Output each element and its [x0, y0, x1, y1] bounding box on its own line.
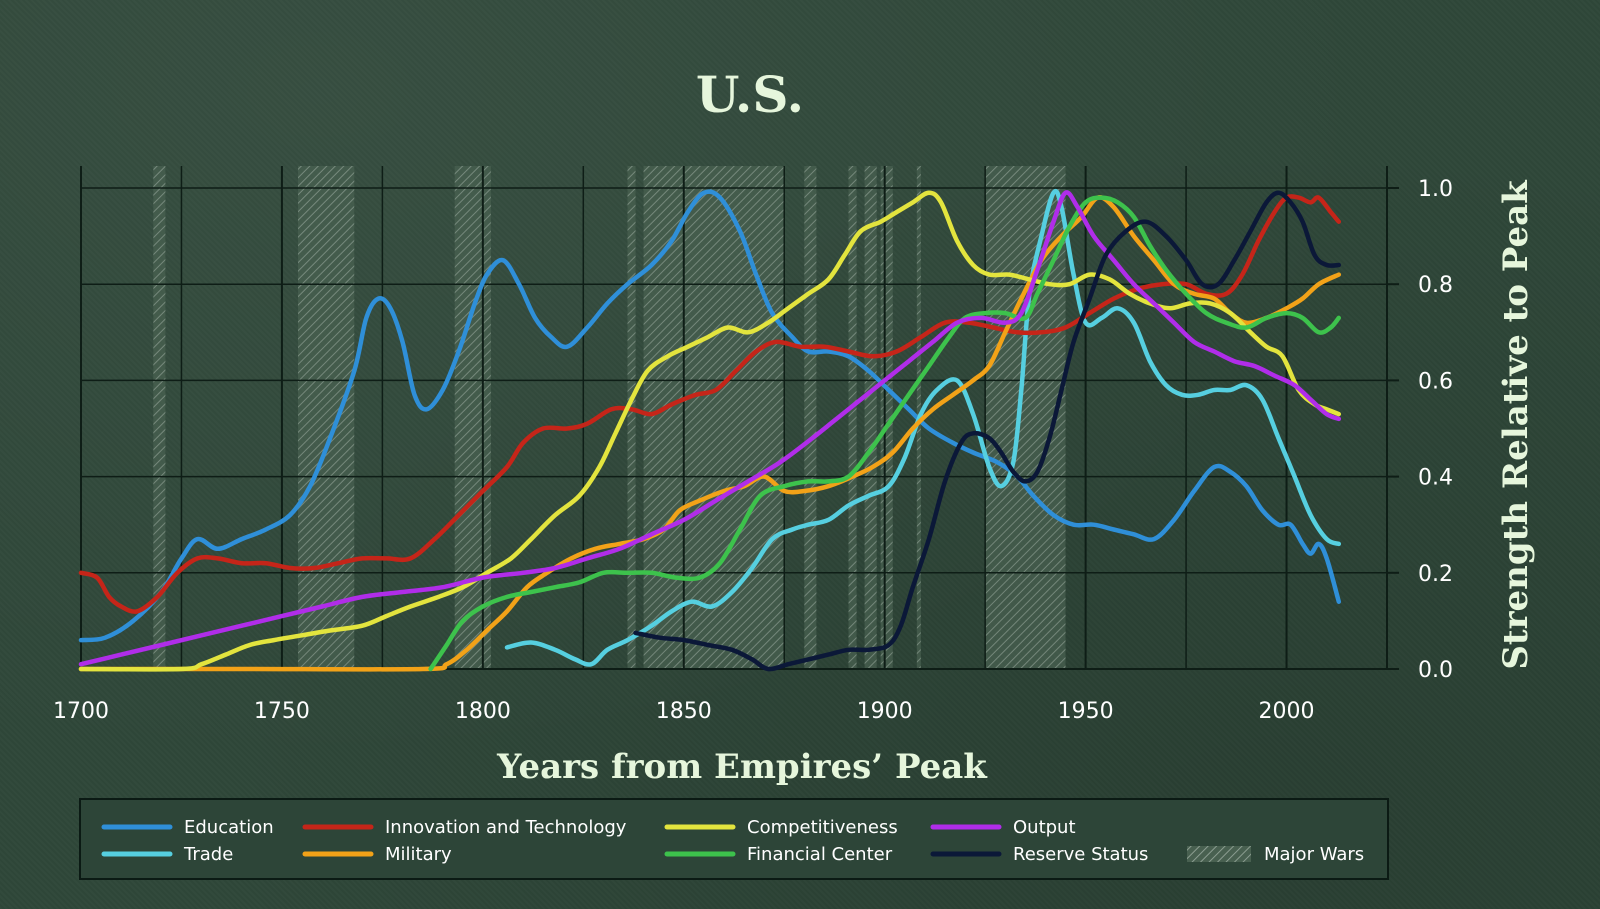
major-wars-layer: [153, 166, 1066, 669]
y-tick-label-1.0: 1.0: [1418, 177, 1453, 202]
legend-label-output: Output: [1013, 817, 1076, 838]
x-tick-label-1750: 1750: [254, 699, 310, 724]
legend-label-financial-center: Financial Center: [747, 844, 893, 865]
y-tick-label-0.2: 0.2: [1418, 562, 1453, 587]
major-war-band-5: [804, 166, 817, 669]
grid: [80, 166, 1388, 669]
x-tick-label-1800: 1800: [455, 699, 511, 724]
major-war-band-8: [880, 166, 893, 669]
series-line-military: [78, 195, 1342, 672]
legend-box: [79, 798, 1389, 880]
series-line-education: [78, 189, 1342, 643]
legend-label-education: Education: [184, 817, 274, 838]
y-tick-label-0.0: 0.0: [1418, 658, 1453, 683]
major-war-band-7: [864, 166, 877, 669]
major-war-band-6: [848, 166, 857, 669]
major-war-band-4: [643, 166, 785, 669]
major-war-band-3: [627, 166, 636, 669]
x-tick-label-2000: 2000: [1259, 699, 1315, 724]
y-tick-label-0.4: 0.4: [1418, 466, 1453, 491]
series-line-financial-center: [428, 195, 1342, 672]
x-tick-label-1900: 1900: [857, 699, 913, 724]
major-war-band-2: [454, 166, 491, 669]
legend-label-military: Military: [385, 844, 452, 865]
series-line-output: [78, 190, 1342, 667]
legend-swatch-major-wars: [1187, 846, 1251, 862]
series-lines: [78, 188, 1342, 672]
series-line-trade: [504, 188, 1342, 667]
x-tick-label-1700: 1700: [53, 699, 109, 724]
x-tick-label-1850: 1850: [656, 699, 712, 724]
chart-title: U.S.: [696, 65, 804, 124]
tick-labels: 1700 1750 1800 1850 1900 1950 2000 0.0 0.2 0.4 0.6…: [53, 177, 1453, 724]
major-war-band-0: [153, 166, 166, 669]
y-tick-label-0.8: 0.8: [1418, 273, 1453, 298]
x-axis-title: Years from Empires’ Peak: [496, 747, 988, 787]
legend-label-competitiveness: Competitiveness: [747, 817, 898, 838]
y-tick-label-0.6: 0.6: [1418, 369, 1453, 394]
legend-label-major-wars: Major Wars: [1264, 844, 1364, 865]
major-war-band-1: [297, 166, 355, 669]
major-war-band-10: [985, 166, 1066, 669]
legend-label-trade: Trade: [183, 844, 233, 865]
legend: Education Innovation and Technology Compet…: [79, 798, 1389, 880]
y-axis-title: Strength Relative to Peak: [1496, 179, 1536, 670]
x-tick-label-1950: 1950: [1058, 699, 1114, 724]
legend-label-innovation-and-technology: Innovation and Technology: [385, 817, 627, 838]
series-line-reserve-status: [633, 190, 1342, 672]
legend-label-reserve-status: Reserve Status: [1013, 844, 1148, 865]
series-line-competitiveness: [78, 190, 1342, 672]
series-line-innovation-and-technology: [78, 194, 1342, 614]
